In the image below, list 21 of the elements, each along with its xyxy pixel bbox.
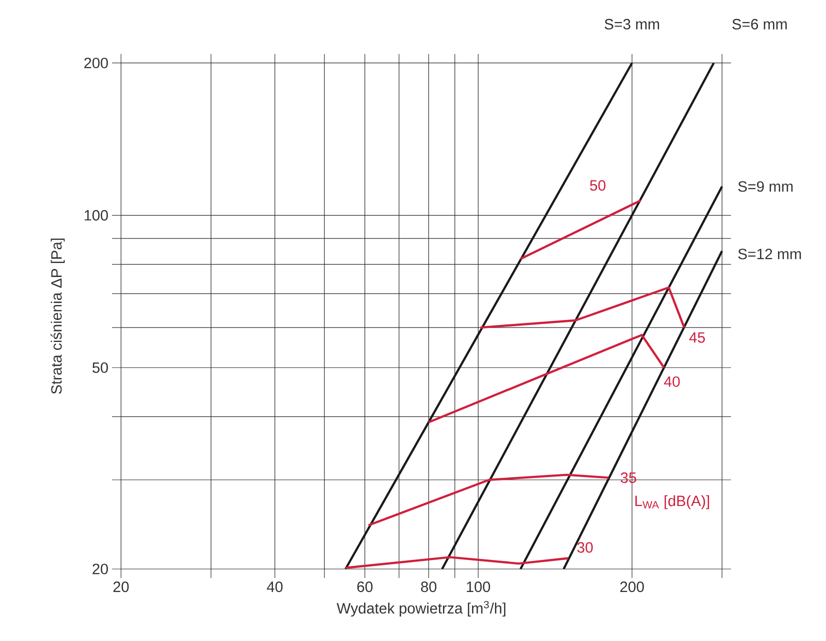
x-tick-label: 20 (113, 582, 129, 592)
x-tick-label: 80 (421, 582, 436, 592)
x-tick-label: 200 (620, 582, 644, 592)
series-label: 40 (664, 376, 680, 387)
series-label: S=9 mm (738, 181, 793, 192)
y-tick-label: 50 (92, 362, 108, 373)
y-tick-label: 200 (84, 58, 108, 68)
x-tick-label: 60 (357, 582, 373, 592)
series-label: 50 (590, 180, 606, 191)
series-label: 45 (689, 332, 705, 343)
x-axis-title: Wydatek powietrza [m$^{3}$/h] (336, 600, 506, 617)
text: S=6 mm (732, 18, 787, 30)
text: S=3 mm (604, 18, 660, 30)
y-tick-label: 100 (84, 210, 108, 221)
x-tick-label: 40 (266, 582, 283, 592)
y-axis-title: Strata ciśnienia ΔP [Pa] (50, 238, 65, 394)
y-tick-label: 20 (92, 564, 108, 574)
series-label: 30 (577, 542, 593, 553)
annotation: L$_{WA}$ [dB(A)] (635, 495, 710, 510)
x-tick-label: 100 (466, 582, 490, 592)
series-label: S=12 mm (738, 248, 801, 260)
